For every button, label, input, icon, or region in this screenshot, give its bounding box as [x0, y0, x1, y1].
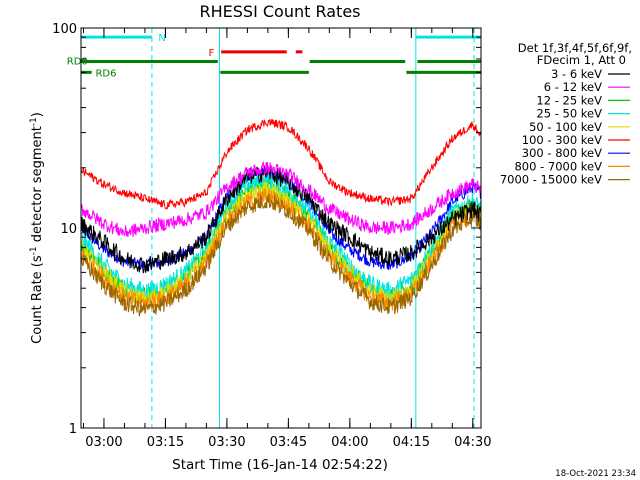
- y-tick-label: 10: [60, 222, 77, 237]
- flag-label-n: N: [158, 33, 165, 44]
- legend-label-8: 7000 - 15000 keV: [500, 173, 602, 187]
- series-line-1: [80, 160, 482, 238]
- y-axis-label: Count Rate (s-1 detector segment-1): [29, 112, 45, 344]
- x-axis: 03:00 03:15 03:30 03:45 04:00 04:15 04:30: [82, 28, 492, 450]
- flag-bars: N F RD0 RD6: [67, 33, 481, 79]
- legend: Det 1f,3f,4f,5f,6f,9f, FDecim 1, Att 0 3…: [500, 41, 632, 187]
- y-tick-label: 1: [69, 422, 77, 437]
- y-tick-label: 100: [52, 22, 77, 37]
- x-tick-label: 03:30: [208, 435, 245, 450]
- flag-label-rd6: RD6: [95, 68, 116, 79]
- series-line-3: [80, 171, 482, 301]
- series-line-8: [80, 193, 482, 317]
- legend-label-0: 3 - 6 keV: [551, 67, 602, 81]
- footer-timestamp: 18-Oct-2021 23:34: [555, 469, 636, 479]
- flag-label-rd0: RD0: [67, 56, 88, 67]
- x-tick-label: 03:00: [85, 435, 122, 450]
- legend-header-line2: FDecim 1, Att 0: [537, 53, 626, 67]
- x-tick-label: 03:45: [270, 435, 307, 450]
- series-line-7: [80, 188, 482, 311]
- flag-label-f: F: [208, 48, 214, 59]
- legend-label-7: 800 - 7000 keV: [514, 159, 602, 173]
- legend-label-3: 25 - 50 keV: [536, 107, 602, 121]
- x-tick-label: 04:00: [331, 435, 368, 450]
- legend-label-2: 12 - 25 keV: [536, 93, 602, 107]
- legend-label-1: 6 - 12 keV: [544, 80, 602, 94]
- series-line-5: [80, 118, 482, 210]
- curves: [80, 118, 482, 317]
- x-tick-label: 04:15: [393, 435, 430, 450]
- x-axis-label: Start Time (16-Jan-14 02:54:22): [172, 457, 388, 473]
- x-tick-label: 03:15: [147, 435, 184, 450]
- legend-label-5: 100 - 300 keV: [522, 133, 602, 147]
- y-axis: 1 10 100: [52, 22, 481, 437]
- chart-title: RHESSI Count Rates: [200, 2, 361, 21]
- legend-header-line1: Det 1f,3f,4f,5f,6f,9f,: [518, 41, 632, 55]
- legend-label-6: 300 - 800 keV: [522, 146, 602, 160]
- legend-label-4: 50 - 100 keV: [529, 120, 602, 134]
- x-tick-label: 04:30: [454, 435, 491, 450]
